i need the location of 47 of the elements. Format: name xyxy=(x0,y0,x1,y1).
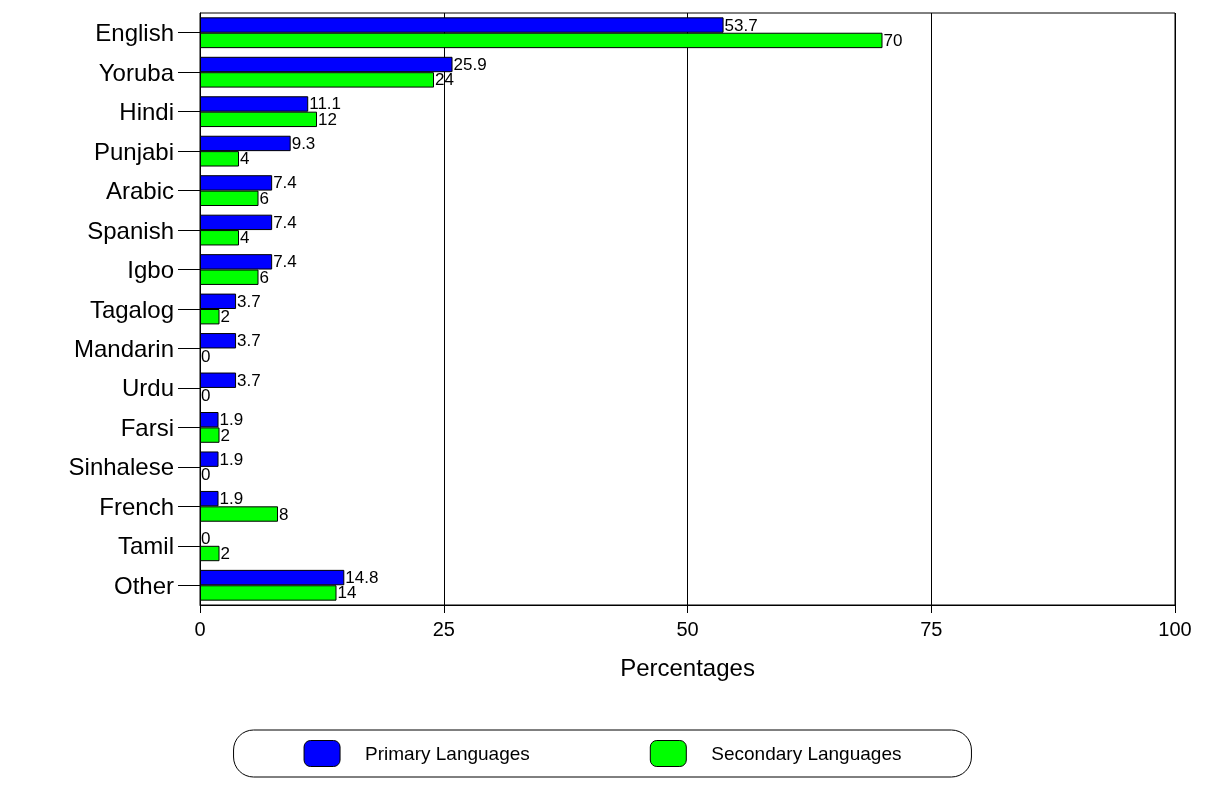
x-axis-title: Percentages xyxy=(620,653,755,681)
data-label: 7.4 xyxy=(273,252,297,272)
y-tick-label: Spanish xyxy=(87,216,174,244)
data-label: 4 xyxy=(240,228,250,248)
data-label: 2 xyxy=(220,544,230,563)
data-label: 25.9 xyxy=(453,55,487,74)
data-label: 14 xyxy=(337,583,357,603)
y-tick-label: Urdu xyxy=(121,374,174,402)
y-tick-label: English xyxy=(95,19,174,47)
legend-label: Secondary Languages xyxy=(711,743,902,764)
data-label: 9.3 xyxy=(291,133,316,153)
data-label: 3.7 xyxy=(237,291,261,311)
y-tick-label: Farsi xyxy=(120,413,174,441)
x-tick-label: 50 xyxy=(676,618,699,640)
data-label: 1.9 xyxy=(219,449,244,469)
x-tick-label: 25 xyxy=(432,618,455,640)
data-label: 2 xyxy=(220,307,230,327)
y-tick-label: Sinhalese xyxy=(68,453,174,481)
data-label: 3.7 xyxy=(237,331,261,351)
data-label: 6 xyxy=(259,188,269,208)
data-label: 4 xyxy=(240,149,250,169)
data-label: 1.9 xyxy=(219,489,244,509)
y-tick-label: Igbo xyxy=(127,256,174,284)
x-tick-label: 100 xyxy=(1158,618,1192,640)
x-tick-label: 75 xyxy=(920,618,943,640)
legend-label: Primary Languages xyxy=(365,743,530,764)
x-tick-label: 0 xyxy=(194,618,206,640)
y-tick-label: French xyxy=(99,492,174,520)
y-tick-label: Tagalog xyxy=(89,295,174,323)
data-label: 53.7 xyxy=(724,15,758,35)
data-label: 8 xyxy=(279,504,289,524)
data-label: 7.4 xyxy=(273,173,297,193)
data-label: 3.7 xyxy=(237,370,261,390)
data-label: 70 xyxy=(883,30,903,50)
y-tick-label: Arabic xyxy=(105,177,174,205)
data-label: 0 xyxy=(201,386,211,406)
y-tick-label: Punjabi xyxy=(93,137,174,165)
y-tick-label: Mandarin xyxy=(73,334,174,362)
data-label: 6 xyxy=(259,267,269,287)
data-label: 0 xyxy=(201,465,211,485)
y-tick-label: Other xyxy=(113,571,174,599)
y-tick-label: Hindi xyxy=(119,98,174,126)
data-label: 0 xyxy=(201,346,211,366)
y-tick-label: Yoruba xyxy=(98,58,175,86)
data-label: 7.4 xyxy=(273,212,297,232)
y-tick-label: Tamil xyxy=(117,532,174,560)
data-label: 0 xyxy=(201,528,211,548)
